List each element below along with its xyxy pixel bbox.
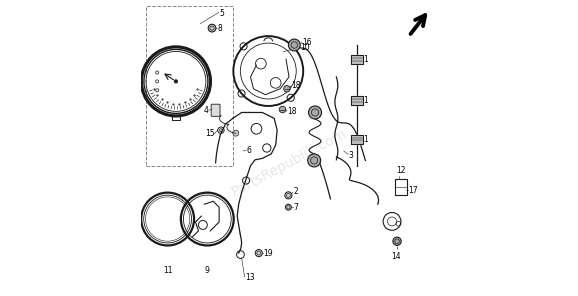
Text: 15: 15 [205,129,214,138]
Circle shape [233,130,239,136]
FancyBboxPatch shape [211,104,220,116]
Circle shape [286,204,291,210]
Text: 4: 4 [203,106,209,115]
Text: 13: 13 [245,273,255,282]
Circle shape [279,106,286,113]
Circle shape [174,80,177,83]
Text: 5: 5 [220,9,224,18]
Text: 19: 19 [264,249,273,258]
Text: 1: 1 [364,96,368,105]
Text: 17: 17 [408,186,418,195]
Text: PartsRepublik.com: PartsRepublik.com [229,126,349,199]
Text: 11: 11 [163,266,172,275]
Text: 7: 7 [293,203,298,212]
Text: 16: 16 [302,38,312,46]
Circle shape [284,86,290,92]
Polygon shape [351,55,363,64]
Text: 3: 3 [349,151,354,160]
Text: 1: 1 [364,55,368,64]
Text: 18: 18 [287,107,297,116]
Polygon shape [351,96,363,105]
Text: 6: 6 [246,146,251,155]
Circle shape [208,24,216,32]
Text: 18: 18 [291,81,301,90]
Text: 1: 1 [364,135,368,144]
Polygon shape [351,135,363,144]
Circle shape [285,192,292,199]
Circle shape [255,250,262,257]
Text: 14: 14 [391,252,401,261]
Circle shape [288,39,300,51]
Circle shape [218,127,224,133]
Circle shape [393,237,401,245]
Text: 10: 10 [300,43,310,52]
Circle shape [307,154,321,167]
Text: 2: 2 [293,187,298,196]
Text: 8: 8 [217,24,222,33]
Circle shape [309,106,321,119]
Text: 9: 9 [205,266,210,275]
Text: 12: 12 [396,166,406,175]
